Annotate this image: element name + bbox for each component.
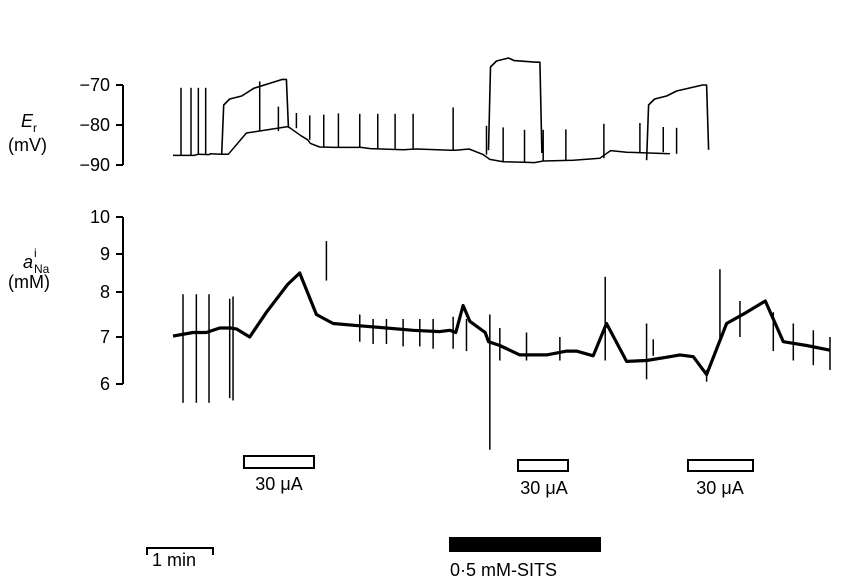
- ana-panel: 10 9 8 7 6 ai Na (mM): [8, 207, 831, 450]
- scale-bar-label: 1 min: [152, 550, 196, 570]
- er-y-axis: [116, 84, 124, 166]
- time-scale-bar: 1 min: [146, 547, 214, 570]
- ana-axis-label: ai Na: [23, 246, 50, 276]
- ana-axis-label-main: a: [23, 252, 33, 272]
- ana-tick-label: 6: [100, 374, 110, 394]
- stimulus-bars: 30 μA 30 μA 30 μA: [243, 455, 754, 498]
- er-axis-unit: (mV): [8, 135, 47, 155]
- er-trace-group: [173, 57, 710, 164]
- ana-axis-unit: (mM): [8, 272, 50, 292]
- er-current-plateau: [487, 57, 543, 154]
- er-tick-label: −70: [79, 75, 110, 95]
- stimulus-label: 30 μA: [255, 474, 302, 494]
- stimulus-bar: [243, 455, 315, 469]
- drug-application: 0·5 mM-SITS: [449, 537, 601, 580]
- er-trace: [173, 125, 670, 164]
- er-axis-label-main: E: [21, 111, 34, 131]
- ana-tick-label: 10: [90, 207, 110, 227]
- ana-axis-label-sub: Na: [34, 262, 50, 276]
- ana-axis-label-sup: i: [34, 246, 37, 260]
- stimulus-bar: [687, 459, 754, 472]
- stimulus-bar: [517, 459, 569, 472]
- er-tick-label: −90: [79, 155, 110, 175]
- er-panel: −70 −80 −90 Er (mV): [8, 57, 710, 175]
- ana-tick-label: 7: [100, 327, 110, 347]
- stimulus-label: 30 μA: [696, 478, 743, 498]
- er-axis-label-sub: r: [33, 121, 37, 135]
- ana-tick-label: 9: [100, 244, 110, 264]
- scale-bar-line: [146, 547, 214, 555]
- er-axis-label: Er: [21, 111, 37, 135]
- ana-trace: [172, 271, 831, 377]
- ana-y-axis: [116, 216, 124, 385]
- ana-trace-group: [172, 241, 831, 450]
- drug-bar: [449, 537, 601, 552]
- stimulus-label: 30 μA: [520, 478, 567, 498]
- ana-tick-label: 8: [100, 282, 110, 302]
- er-current-plateau: [645, 84, 710, 161]
- er-tick-label: −80: [79, 115, 110, 135]
- er-current-plateau: [220, 78, 290, 155]
- drug-label: 0·5 mM-SITS: [450, 560, 557, 580]
